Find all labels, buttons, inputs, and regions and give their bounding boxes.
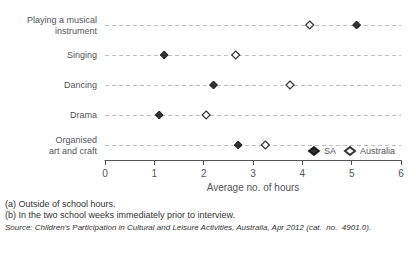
svg-text:Average no. of hours: Average no. of hours (207, 182, 300, 193)
svg-text:2: 2 (201, 168, 207, 179)
svg-text:Dancing: Dancing (64, 80, 97, 90)
svg-text:6: 6 (398, 168, 404, 179)
svg-text:Australia: Australia (360, 146, 395, 156)
svg-text:(a) Outside of school hours.: (a) Outside of school hours. (5, 199, 116, 209)
svg-text:Playing a musical: Playing a musical (27, 15, 97, 25)
svg-text:Source: Children's Participati: Source: Children's Participation in Cult… (5, 223, 371, 232)
svg-text:Drama: Drama (70, 110, 97, 120)
svg-text:5: 5 (349, 168, 355, 179)
svg-text:4: 4 (300, 168, 306, 179)
svg-text:1: 1 (152, 168, 158, 179)
svg-text:Singing: Singing (67, 50, 97, 60)
svg-text:3: 3 (250, 168, 256, 179)
svg-text:Organised: Organised (55, 135, 97, 145)
svg-text:instrument: instrument (55, 26, 98, 36)
svg-text:0: 0 (102, 168, 108, 179)
svg-text:(b) In the two school weeks im: (b) In the two school weeks immediately … (5, 210, 235, 220)
svg-text:SA: SA (324, 146, 336, 156)
svg-text:art and craft: art and craft (49, 146, 98, 156)
